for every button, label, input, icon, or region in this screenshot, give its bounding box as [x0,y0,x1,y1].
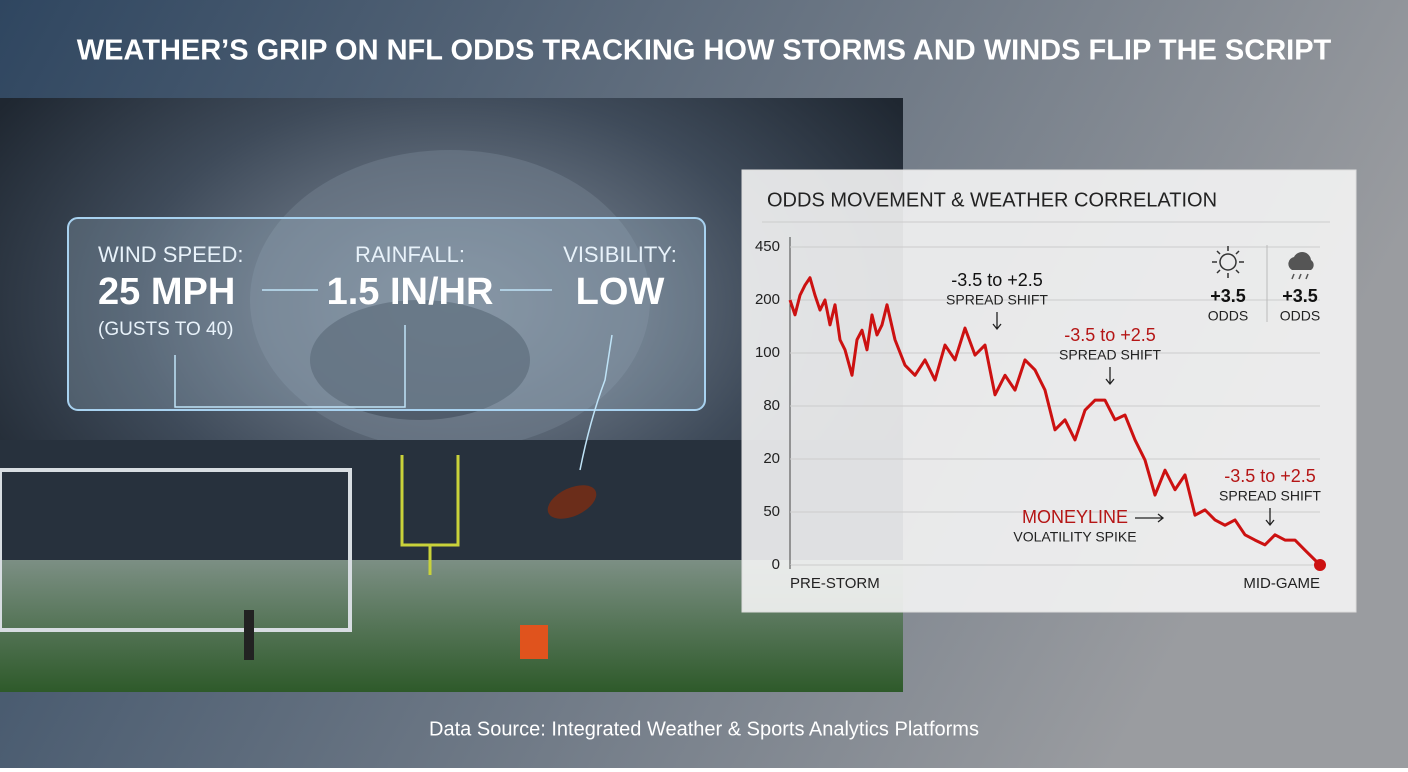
plot: 450 200 100 80 20 50 0 PRE-STORM MID-GAME -3.5 to… [755,237,1326,592]
connector [174,289,613,471]
page-title: WEATHER’S GRIP ON NFL ODDS TRACKING HOW … [77,35,1332,67]
stat-label: WIND SPEED: [98,242,243,267]
annotation-text: MONEYLINE [1022,507,1128,527]
stat-note: (GUSTS TO 40) [98,319,234,340]
y-tick-label: 50 [763,503,780,520]
stats: WIND SPEED: 25 MPH (GUSTS TO 40) RAINFALL: 1… [98,242,677,471]
stats-panel [67,217,706,411]
annotation-text: -3.5 to +2.5 [951,270,1043,290]
y-tick-label: 100 [755,344,780,361]
annotation-arrow [1135,513,1165,523]
x-tick-label: PRE-STORM [790,575,880,592]
weather-odds-label: ODDS [1280,308,1320,324]
annotation-subtext: SPREAD SHIFT [946,292,1048,308]
y-tick-label: 200 [755,291,780,308]
annotation-arrow [1265,508,1275,527]
annotation-text: -3.5 to +2.5 [1064,325,1156,345]
weather-odds-value: +3.5 [1282,286,1318,306]
annotation-text: -3.5 to +2.5 [1224,466,1316,486]
stat-value: 25 MPH [98,271,235,313]
x-tick-label: MID-GAME [1243,575,1320,592]
annotation-arrow [1105,367,1115,386]
rain-icon [1288,252,1314,280]
weather-odds-label: ODDS [1208,308,1248,324]
y-tick-label: 0 [772,556,780,573]
annotation-subtext: VOLATILITY SPIKE [1013,529,1136,545]
stat-label: VISIBILITY: [563,242,677,267]
sun-icon [1212,246,1244,278]
source: Data Source: Integrated Weather & Sports… [429,718,979,740]
y-tick-label: 450 [755,238,780,255]
y-tick-label: 20 [763,450,780,467]
chart-title: ODDS MOVEMENT & WEATHER CORRELATION [767,189,1217,211]
y-tick-label: 80 [763,397,780,414]
annotation-arrow [992,312,1002,331]
odds-line [788,276,1322,567]
stat-label: RAINFALL: [355,242,465,267]
stat-value: 1.5 IN/HR [327,271,494,313]
annotation-subtext: SPREAD SHIFT [1219,488,1321,504]
annotation-subtext: SPREAD SHIFT [1059,347,1161,363]
weather-odds-value: +3.5 [1210,286,1246,306]
end-dot [1314,559,1326,571]
stat-value: LOW [576,271,665,313]
